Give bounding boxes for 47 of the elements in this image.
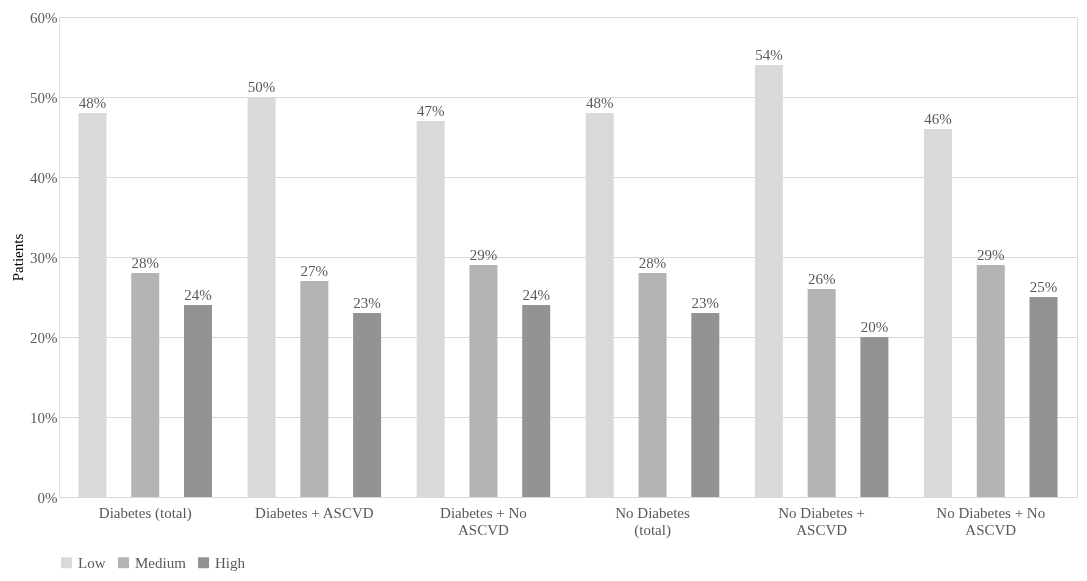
y-axis-title: Patients [10, 233, 26, 282]
data-label: 23% [691, 295, 720, 311]
bar [131, 273, 160, 497]
y-tick-label: 30% [30, 249, 58, 266]
y-tick-label: 0% [37, 489, 58, 506]
bar [1029, 297, 1058, 497]
data-label: 25% [1029, 279, 1058, 295]
y-tick-label: 60% [30, 9, 58, 26]
data-label: 26% [807, 271, 836, 287]
x-tick-label: Diabetes + ASCVD [255, 504, 374, 521]
data-label: 29% [977, 247, 1005, 263]
data-label: 50% [247, 79, 276, 95]
data-label: 48% [78, 95, 107, 111]
data-label: 23% [353, 295, 381, 311]
legend-label: Low [78, 554, 106, 571]
bar [638, 273, 667, 497]
y-tick-label: 10% [30, 409, 58, 426]
data-label: 24% [184, 287, 212, 303]
legend-label: Medium [135, 554, 187, 571]
bar [353, 313, 382, 497]
data-label: 24% [522, 287, 550, 303]
bar [976, 265, 1005, 497]
data-label: 20% [860, 319, 889, 335]
y-tick-label: 20% [30, 329, 58, 346]
data-label: 28% [638, 255, 667, 271]
data-label: 27% [300, 263, 329, 279]
x-tick-label: Diabetes + No ASCVD [440, 504, 527, 538]
bar [691, 313, 720, 497]
x-tick-label: Diabetes (total) [98, 504, 192, 522]
x-tick-label: No Diabetes (total) [615, 504, 690, 539]
bar [522, 305, 551, 497]
x-tick-label: No Diabetes + No ASCVD [936, 504, 1046, 538]
data-label: 47% [416, 103, 445, 119]
data-label: 29% [469, 247, 498, 263]
bar [807, 289, 836, 497]
y-tick-label: 50% [30, 89, 58, 106]
data-label: 54% [755, 47, 783, 63]
bar [860, 337, 889, 497]
bar [300, 281, 329, 497]
data-label: 28% [131, 255, 159, 271]
legend-label: High [215, 554, 246, 571]
data-label: 48% [586, 95, 614, 111]
x-tick-label: No Diabetes + ASCVD [778, 504, 866, 538]
bar [184, 305, 212, 497]
data-label: 46% [924, 111, 952, 127]
bar [469, 265, 498, 497]
y-tick-label: 40% [30, 169, 58, 186]
